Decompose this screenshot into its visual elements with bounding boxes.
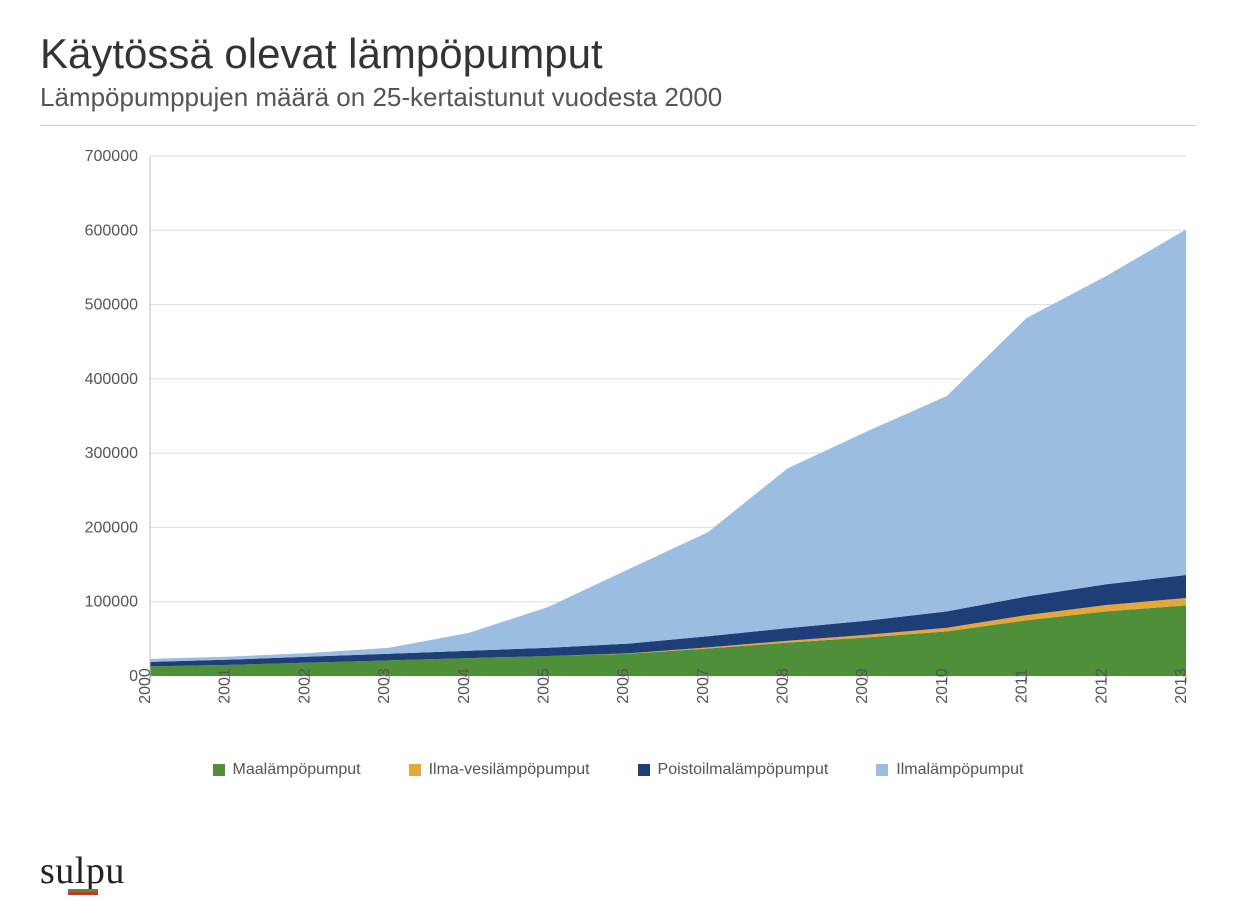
x-axis-label: 2001: [217, 668, 234, 704]
x-axis-label: 2003: [376, 668, 393, 704]
y-axis-label: 700000: [85, 148, 138, 165]
legend-label: Ilma-vesilämpöpumput: [429, 761, 590, 779]
logo-bar-red: [68, 892, 98, 895]
legend-item: Ilma-vesilämpöpumput: [409, 761, 590, 779]
x-axis-label: 2013: [1173, 668, 1190, 704]
legend-label: Ilmalämpöpumput: [896, 761, 1023, 779]
legend-swatch: [876, 764, 888, 776]
legend-swatch: [409, 764, 421, 776]
x-axis-label: 2007: [695, 668, 712, 704]
legend-item: Poistoilmalämpöpumput: [638, 761, 829, 779]
y-axis-label: 100000: [85, 594, 138, 611]
legend-label: Poistoilmalämpöpumput: [658, 761, 829, 779]
x-axis-label: 2010: [934, 668, 951, 704]
page-subtitle: Lämpöpumppujen määrä on 25-kertaistunut …: [40, 82, 1196, 113]
legend-item: Maalämpöpumput: [213, 761, 361, 779]
x-axis-label: 2009: [854, 668, 871, 704]
x-axis-label: 2011: [1014, 669, 1031, 704]
legend-item: Ilmalämpöpumput: [876, 761, 1023, 779]
x-axis-label: 2012: [1093, 668, 1110, 704]
slide-root: Käytössä olevat lämpöpumput Lämpöpumppuj…: [0, 0, 1236, 915]
y-axis-label: 500000: [85, 297, 138, 314]
logo-text: sulpu: [40, 849, 125, 893]
x-axis-label: 2004: [456, 668, 473, 704]
chart-container: 0100000200000300000400000500000600000700…: [40, 146, 1196, 786]
title-divider: [40, 125, 1196, 126]
y-axis-label: 300000: [85, 445, 138, 462]
logo: sulpu: [40, 849, 125, 895]
page-title: Käytössä olevat lämpöpumput: [40, 30, 1196, 78]
chart-legend: Maalämpöpumput Ilma-vesilämpöpumput Poisto…: [40, 761, 1196, 781]
y-axis-label: 400000: [85, 371, 138, 388]
x-axis-label: 2008: [775, 668, 792, 704]
y-axis-label: 600000: [85, 222, 138, 239]
x-axis-label: 2006: [615, 668, 632, 704]
legend-swatch: [213, 764, 225, 776]
stacked-area-chart: 0100000200000300000400000500000600000700…: [40, 146, 1196, 746]
x-axis-label: 2002: [296, 668, 313, 704]
x-axis-label: 2005: [535, 668, 552, 704]
y-axis-label: 200000: [85, 519, 138, 536]
legend-label: Maalämpöpumput: [233, 761, 361, 779]
logo-underline: [68, 889, 98, 895]
x-axis-label: 2000: [137, 668, 154, 704]
legend-swatch: [638, 764, 650, 776]
